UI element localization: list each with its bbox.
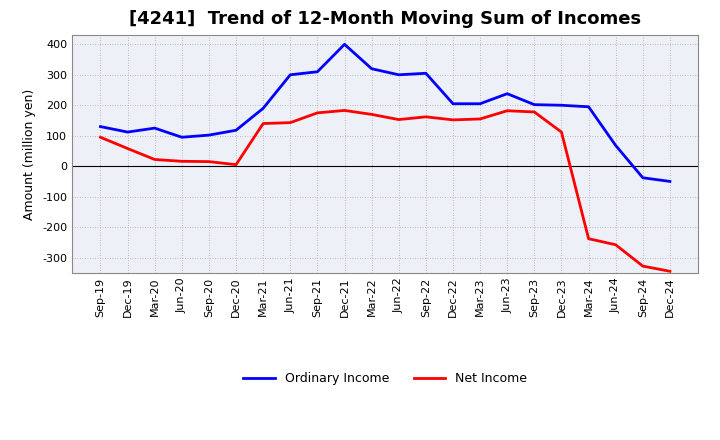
Net Income bbox=[259, 121, 268, 126]
Net Income bbox=[204, 159, 213, 164]
Ordinary Income bbox=[367, 66, 376, 71]
Ordinary Income bbox=[476, 101, 485, 106]
Net Income bbox=[367, 112, 376, 117]
Ordinary Income bbox=[150, 125, 159, 131]
Net Income bbox=[178, 159, 186, 164]
Legend: Ordinary Income, Net Income: Ordinary Income, Net Income bbox=[238, 367, 532, 390]
Net Income bbox=[476, 116, 485, 121]
Ordinary Income bbox=[639, 175, 647, 180]
Ordinary Income bbox=[123, 129, 132, 135]
Ordinary Income bbox=[395, 72, 403, 77]
Net Income bbox=[611, 242, 620, 247]
Ordinary Income bbox=[96, 124, 105, 129]
Ordinary Income bbox=[313, 69, 322, 74]
Ordinary Income bbox=[341, 42, 349, 47]
Net Income bbox=[449, 117, 457, 122]
Ordinary Income bbox=[259, 106, 268, 111]
Net Income bbox=[395, 117, 403, 122]
Net Income bbox=[96, 135, 105, 140]
Ordinary Income bbox=[178, 135, 186, 140]
Net Income bbox=[313, 110, 322, 116]
Net Income bbox=[150, 157, 159, 162]
Net Income bbox=[503, 108, 511, 114]
Ordinary Income bbox=[204, 132, 213, 138]
Net Income bbox=[123, 146, 132, 151]
Ordinary Income bbox=[449, 101, 457, 106]
Line: Ordinary Income: Ordinary Income bbox=[101, 44, 670, 181]
Ordinary Income bbox=[421, 71, 430, 76]
Line: Net Income: Net Income bbox=[101, 110, 670, 271]
Y-axis label: Amount (million yen): Amount (million yen) bbox=[24, 88, 37, 220]
Net Income bbox=[421, 114, 430, 120]
Ordinary Income bbox=[286, 72, 294, 77]
Title: [4241]  Trend of 12-Month Moving Sum of Incomes: [4241] Trend of 12-Month Moving Sum of I… bbox=[129, 10, 642, 28]
Net Income bbox=[639, 264, 647, 269]
Net Income bbox=[530, 109, 539, 114]
Net Income bbox=[286, 120, 294, 125]
Net Income bbox=[341, 108, 349, 113]
Net Income bbox=[665, 269, 674, 274]
Ordinary Income bbox=[584, 104, 593, 110]
Ordinary Income bbox=[503, 91, 511, 96]
Ordinary Income bbox=[665, 179, 674, 184]
Ordinary Income bbox=[611, 143, 620, 148]
Ordinary Income bbox=[530, 102, 539, 107]
Net Income bbox=[232, 162, 240, 167]
Net Income bbox=[584, 236, 593, 241]
Net Income bbox=[557, 129, 566, 135]
Ordinary Income bbox=[232, 128, 240, 133]
Ordinary Income bbox=[557, 103, 566, 108]
